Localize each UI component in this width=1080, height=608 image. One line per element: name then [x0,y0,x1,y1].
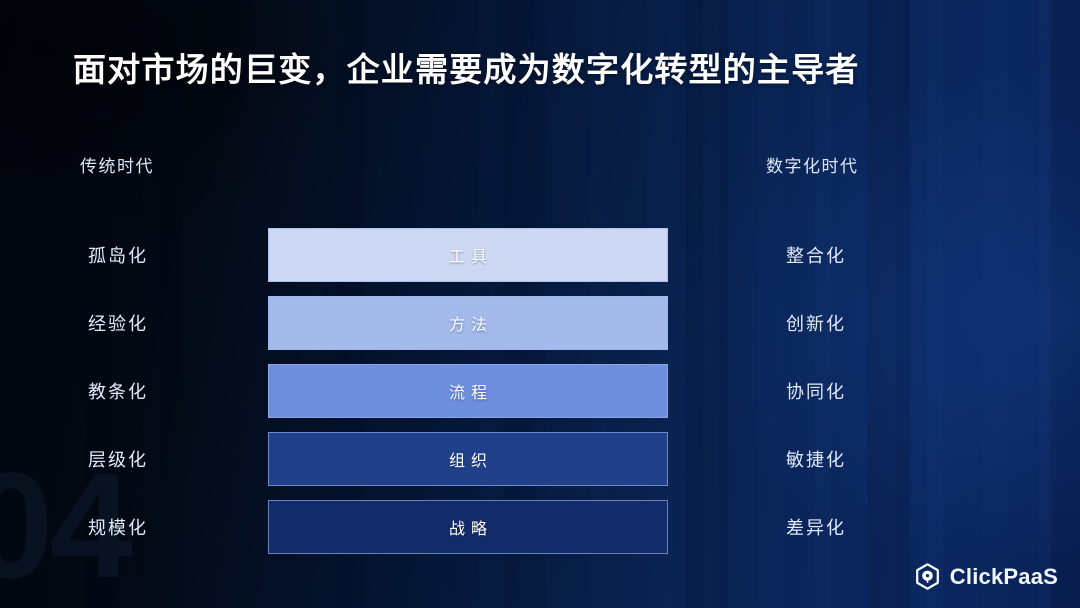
center-bar-label: 方法 [448,317,493,334]
comparison-row: 教条化 流程 协同化 [0,364,1080,418]
right-label: 敏捷化 [786,450,846,470]
center-bar-label: 战略 [448,521,493,538]
left-label: 经验化 [88,314,148,334]
right-label: 差异化 [786,518,846,538]
center-bar[interactable]: 工具 [268,228,668,282]
center-bar[interactable]: 组织 [268,432,668,486]
center-bar-label: 工具 [448,249,493,266]
center-bar-label: 流程 [448,385,493,402]
right-label: 整合化 [786,246,846,266]
comparison-row: 孤岛化 工具 整合化 [0,228,1080,282]
clickpaas-logo: ClickPaaS [914,563,1058,590]
comparison-row: 层级化 组织 敏捷化 [0,432,1080,486]
right-label: 协同化 [786,382,846,402]
slide-number-watermark: 04 [0,441,133,608]
right-label: 创新化 [786,314,846,334]
page-title: 面对市场的巨变，企业需要成为数字化转型的主导者 [73,51,860,88]
logo-text: ClickPaaS [949,563,1058,589]
hexagon-logo-icon [915,563,939,590]
comparison-rows: 孤岛化 工具 整合化 经验化 方法 创新化 教条化 流程 协同化 层级化 组织 [0,228,1080,554]
comparison-row: 经验化 方法 创新化 [0,296,1080,350]
center-bar[interactable]: 方法 [268,296,668,350]
center-bar[interactable]: 流程 [268,364,668,418]
left-label: 层级化 [88,450,148,470]
column-header-digital: 数字化时代 [766,157,859,176]
column-header-traditional: 传统时代 [80,157,154,176]
left-label: 规模化 [88,518,148,538]
left-label: 孤岛化 [88,246,148,266]
left-label: 教条化 [88,382,148,402]
comparison-row: 规模化 战略 差异化 [0,500,1080,554]
center-bar-label: 组织 [448,453,493,470]
center-bar[interactable]: 战略 [268,500,668,554]
